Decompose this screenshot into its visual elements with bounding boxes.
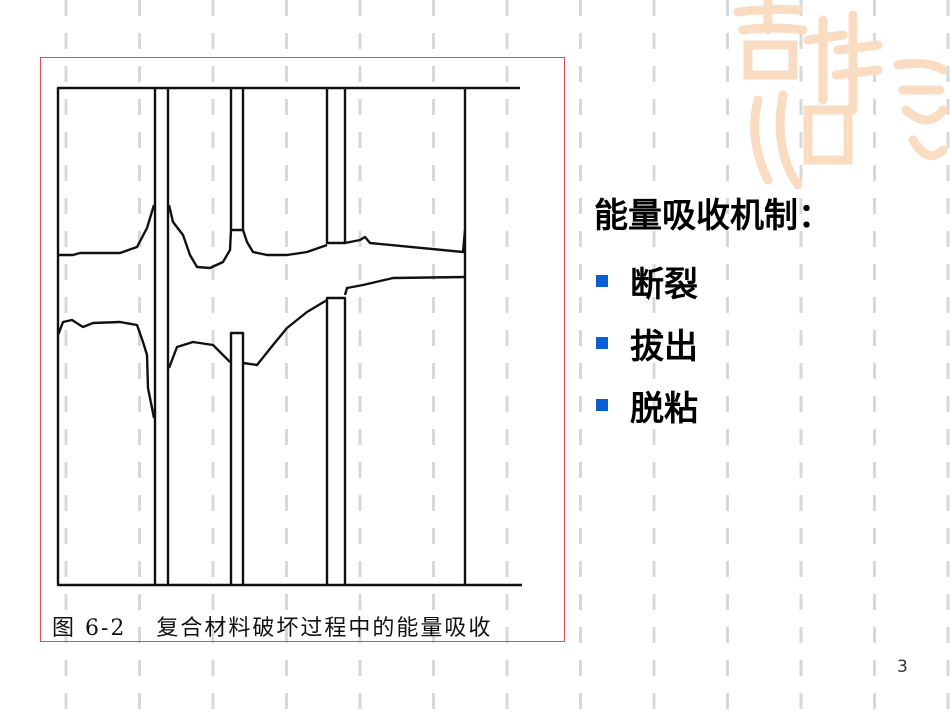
bullet-list: 断裂 拔出 脱粘 [596, 250, 698, 436]
bar-line [325, 296, 347, 585]
energy-absorption-figure [56, 86, 522, 587]
caption-number: 图 6-2 [52, 616, 127, 641]
bar-line [325, 88, 347, 245]
upper-curve [58, 204, 156, 257]
bar-line [229, 88, 245, 232]
upper-curve [344, 229, 467, 254]
figure-frame-lines [56, 86, 522, 587]
bullet-label: 拔出 [630, 326, 698, 367]
watermark-logo [733, 0, 948, 190]
figure-border [40, 57, 565, 642]
lower-curve [56, 318, 156, 419]
bullet-label: 脱粘 [630, 388, 698, 429]
list-item: 断裂 [596, 250, 698, 312]
slide-heading: 能量吸收机制： [594, 196, 832, 236]
bullet-label: 断裂 [630, 264, 698, 305]
bar-line [229, 331, 245, 585]
list-item: 拔出 [596, 312, 698, 374]
square-bullet-icon [596, 337, 608, 349]
lower-curve [242, 298, 328, 367]
list-item: 脱粘 [596, 374, 698, 436]
figure-caption: 图 6-2 复合材料破坏过程中的能量吸收 [52, 610, 492, 642]
caption-text: 复合材料破坏过程中的能量吸收 [156, 616, 493, 641]
square-bullet-icon [596, 399, 608, 411]
upper-curve [241, 229, 328, 257]
square-bullet-icon [596, 275, 608, 287]
page-number: 3 [897, 657, 908, 677]
upper-curve [167, 204, 233, 270]
lower-curve [167, 340, 231, 369]
lower-curve [343, 275, 466, 296]
